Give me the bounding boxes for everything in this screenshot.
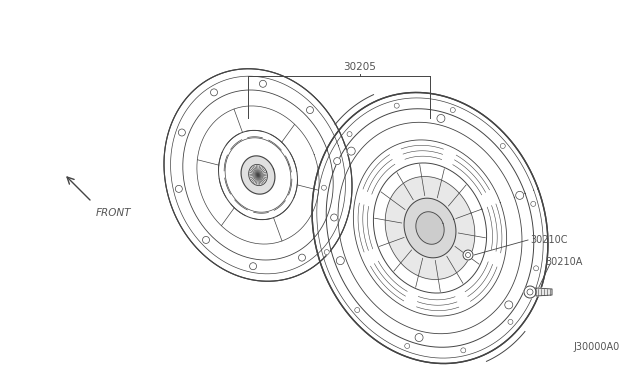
- Circle shape: [534, 266, 539, 271]
- Circle shape: [324, 250, 329, 254]
- Text: 30205: 30205: [344, 62, 376, 72]
- Polygon shape: [241, 156, 275, 194]
- Circle shape: [331, 214, 338, 221]
- Circle shape: [461, 348, 466, 353]
- Polygon shape: [385, 176, 475, 279]
- Circle shape: [336, 257, 344, 264]
- Polygon shape: [404, 198, 456, 258]
- Circle shape: [531, 201, 536, 206]
- Circle shape: [259, 80, 266, 87]
- Circle shape: [321, 185, 326, 190]
- Circle shape: [179, 129, 186, 136]
- Polygon shape: [312, 93, 548, 363]
- Circle shape: [355, 308, 360, 312]
- Polygon shape: [536, 288, 552, 296]
- Circle shape: [451, 108, 455, 112]
- Circle shape: [500, 144, 506, 148]
- Circle shape: [415, 334, 423, 341]
- Circle shape: [348, 147, 355, 155]
- Circle shape: [211, 89, 218, 96]
- Circle shape: [250, 263, 257, 270]
- Circle shape: [175, 185, 182, 192]
- Text: FRONT: FRONT: [96, 208, 131, 218]
- Circle shape: [298, 254, 305, 261]
- Text: 30210A: 30210A: [545, 257, 582, 267]
- Circle shape: [463, 250, 473, 260]
- Circle shape: [202, 237, 209, 243]
- Circle shape: [307, 106, 314, 113]
- Circle shape: [508, 320, 513, 324]
- Circle shape: [524, 286, 536, 298]
- Polygon shape: [416, 212, 444, 244]
- Polygon shape: [164, 69, 352, 281]
- Circle shape: [347, 132, 352, 137]
- Circle shape: [394, 103, 399, 108]
- Circle shape: [333, 158, 340, 165]
- Circle shape: [404, 343, 410, 349]
- Circle shape: [437, 115, 445, 122]
- Text: J30000A0: J30000A0: [573, 342, 620, 352]
- Text: 30210C: 30210C: [530, 235, 568, 245]
- Circle shape: [516, 191, 524, 199]
- Circle shape: [505, 301, 513, 309]
